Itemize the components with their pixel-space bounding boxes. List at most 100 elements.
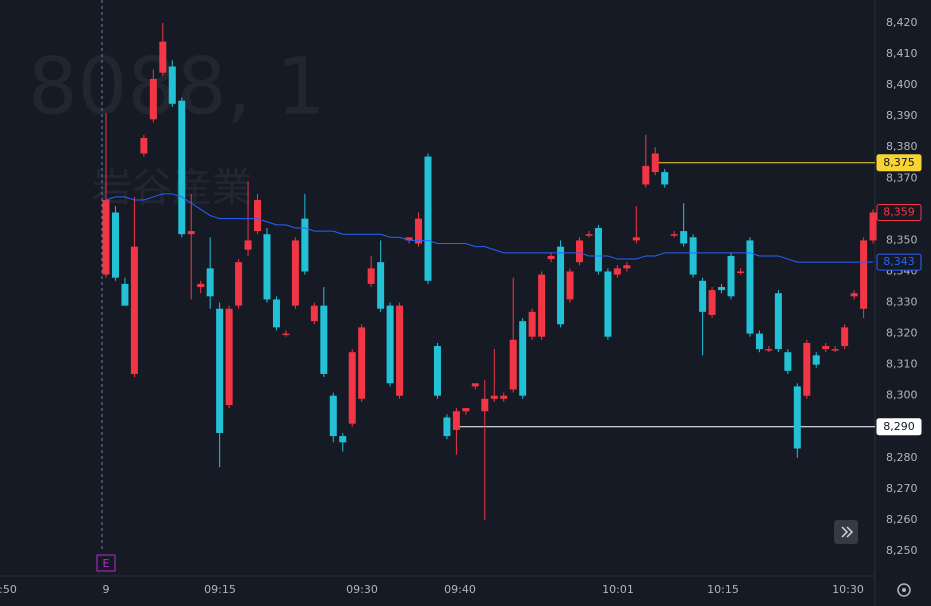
- candle-body: [528, 311, 536, 337]
- y-tick-label: 8,350: [886, 233, 918, 246]
- candle-body: [358, 327, 366, 399]
- y-tick-label: 8,420: [886, 16, 918, 29]
- candle-body: [594, 227, 602, 272]
- price-label-box: [876, 253, 922, 271]
- candle-body: [651, 153, 659, 173]
- y-tick-label: 8,260: [886, 513, 918, 526]
- candle-body: [850, 293, 858, 297]
- candle-body: [415, 218, 423, 244]
- candle-body: [642, 165, 650, 185]
- price-label: 8,290: [883, 420, 915, 433]
- candle-body: [111, 212, 119, 278]
- x-tick-label: 09:15: [204, 583, 236, 596]
- candle-body: [718, 287, 726, 291]
- candle-body: [803, 342, 811, 396]
- candle-body: [632, 237, 640, 241]
- candle-body: [452, 411, 460, 430]
- candle-body: [557, 246, 565, 325]
- candle-body: [585, 234, 593, 236]
- price-label-box: [876, 203, 922, 221]
- x-tick-label: 10:15: [707, 583, 739, 596]
- x-tick-label: :50: [0, 583, 17, 596]
- candle-body: [197, 283, 205, 287]
- candle-body: [339, 436, 347, 443]
- candle-body: [282, 333, 290, 336]
- candle-body: [443, 417, 451, 437]
- price-label-box: [876, 154, 922, 172]
- y-tick-label: 8,270: [886, 482, 918, 495]
- price-label: 8,343: [883, 255, 915, 268]
- candle-body: [424, 156, 432, 281]
- y-tick-label: 8,320: [886, 327, 918, 340]
- candle-body: [206, 268, 214, 297]
- y-tick-label: 8,410: [886, 47, 918, 60]
- candle-body: [613, 268, 621, 275]
- candle-body: [576, 240, 583, 263]
- candle-body: [433, 346, 441, 396]
- price-label-box: [876, 418, 922, 436]
- candle-body: [755, 333, 763, 350]
- candle-body: [727, 255, 735, 297]
- candle-body: [235, 262, 243, 306]
- y-tick-label: 8,400: [886, 78, 918, 91]
- candle-body: [348, 352, 356, 424]
- candle-body: [822, 346, 830, 350]
- candle-body: [699, 280, 707, 312]
- x-tick-label: 09:40: [444, 583, 476, 596]
- candle-body: [187, 231, 195, 235]
- candle-body: [689, 237, 697, 275]
- candle-body: [168, 66, 176, 104]
- x-tick-label: 09:30: [346, 583, 378, 596]
- candle-body: [746, 240, 754, 334]
- candle-body: [329, 395, 337, 437]
- candle-body: [509, 339, 517, 390]
- candle-body: [831, 349, 839, 351]
- candle-body: [661, 172, 669, 185]
- candle-body: [178, 100, 186, 235]
- candle-body: [547, 255, 555, 260]
- y-tick-label: 8,300: [886, 389, 918, 402]
- candle-body: [102, 200, 110, 275]
- candle-body: [159, 41, 167, 73]
- y-tick-label: 8,250: [886, 544, 918, 557]
- candle-body: [263, 234, 271, 300]
- candle-body: [254, 200, 262, 232]
- candle-body: [623, 265, 631, 269]
- candle-body: [216, 308, 224, 433]
- candle-body: [812, 355, 820, 365]
- candle-body: [140, 137, 148, 154]
- candle-body: [149, 78, 157, 120]
- y-tick-label: 8,370: [886, 171, 918, 184]
- y-tick-label: 8,390: [886, 109, 918, 122]
- candle-body: [377, 262, 385, 309]
- candle-body: [519, 321, 527, 396]
- event-box: [96, 554, 116, 572]
- candle-body: [462, 408, 470, 412]
- x-tick-label: 10:01: [602, 583, 634, 596]
- candle-body: [272, 299, 280, 328]
- candle-body: [244, 240, 252, 250]
- average-line: [105, 193, 874, 263]
- event-marker: E: [103, 557, 110, 570]
- price-label: 8,375: [883, 156, 915, 169]
- candle-body: [841, 327, 849, 347]
- candle-body: [490, 395, 498, 399]
- candle-body: [708, 290, 716, 315]
- candle-body: [736, 271, 744, 273]
- candle-body: [367, 268, 375, 284]
- settings-button[interactable]: [897, 583, 911, 597]
- y-tick-label: 8,330: [886, 296, 918, 309]
- x-tick-label: 10:30: [832, 583, 864, 596]
- watermark-symbol: 8088, 1: [28, 42, 326, 132]
- candle-body: [793, 386, 801, 449]
- watermark-name: 岩谷産業: [92, 165, 252, 211]
- candle-body: [471, 383, 479, 387]
- candle-body: [680, 231, 688, 244]
- candle-body: [130, 246, 138, 374]
- candle-body: [310, 305, 318, 322]
- candle-body: [538, 274, 546, 337]
- candle-body: [386, 305, 394, 384]
- candle-body: [291, 240, 299, 306]
- scroll-button[interactable]: [834, 520, 858, 544]
